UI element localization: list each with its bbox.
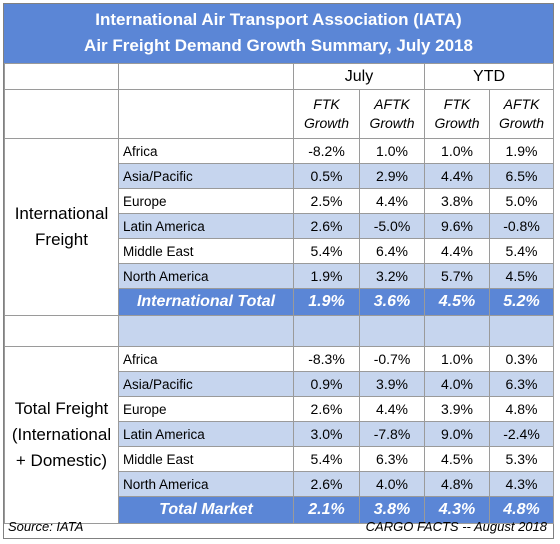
total-row-international: International Total 1.9% 3.6% 4.5% 5.2% xyxy=(5,288,555,316)
col-july-aftk: AFTK Growth xyxy=(358,89,426,139)
spacer-row xyxy=(4,315,555,347)
region-label: North America xyxy=(118,471,294,497)
region-label: Europe xyxy=(118,396,294,422)
table-row: Total Freight (International + Domestic) A… xyxy=(4,346,555,524)
region-label: Africa xyxy=(118,138,294,164)
total-row-market: Total Market 2.1% 3.8% 4.3% 4.8% xyxy=(5,496,555,524)
table-row: Latin America 3.0% -7.8% 9.0% -2.4% xyxy=(5,421,555,447)
col-ytd-aftk: AFTK Growth xyxy=(489,89,555,139)
source-note: Source: IATA xyxy=(8,519,84,534)
region-label: Europe xyxy=(118,188,294,214)
table-row: Middle East 5.4% 6.3% 4.5% 5.3% xyxy=(5,446,555,472)
region-label: Middle East xyxy=(118,238,294,264)
period-header-row: July YTD xyxy=(4,63,555,90)
region-label: Africa xyxy=(118,346,294,372)
region-label: North America xyxy=(118,263,294,289)
table-row: Latin America 2.6% -5.0% 9.6% -0.8% xyxy=(5,213,555,239)
table-row: Europe 2.6% 4.4% 3.9% 4.8% xyxy=(5,396,555,422)
table-footer: Source: IATA CARGO FACTS -- August 2018 xyxy=(4,516,553,538)
table-row: International Freight Africa -8.2% 1.0% 1.0… xyxy=(4,138,555,316)
col-ytd-ftk: FTK Growth xyxy=(424,89,491,139)
region-label: Middle East xyxy=(118,446,294,472)
table-row: Middle East 5.4% 6.4% 4.4% 5.4% xyxy=(5,238,555,264)
region-label: Asia/Pacific xyxy=(118,163,294,189)
table-row: Europe 2.5% 4.4% 3.8% 5.0% xyxy=(5,188,555,214)
region-label: Asia/Pacific xyxy=(118,371,294,397)
total-label: Total Market xyxy=(118,496,294,524)
period-july: July xyxy=(292,63,426,90)
total-label: International Total xyxy=(118,288,294,316)
group-label-international: International Freight xyxy=(4,138,119,316)
title-line-1: International Air Transport Association … xyxy=(95,10,462,29)
credit-note: CARGO FACTS -- August 2018 xyxy=(365,519,547,534)
region-label: Latin America xyxy=(118,213,294,239)
title-line-2: Air Freight Demand Growth Summary, July … xyxy=(84,36,473,55)
column-header-row: FTK Growth AFTK Growth FTK Growth AFTK Growt… xyxy=(4,89,555,139)
region-label: Latin America xyxy=(118,421,294,447)
freight-summary-table: July YTD FTK Growth AFTK Growth FTK Growth … xyxy=(4,63,555,524)
group-label-total-freight: Total Freight (International + Domestic) xyxy=(4,346,119,524)
table-title: International Air Transport Association … xyxy=(4,4,553,63)
col-july-ftk: FTK Growth xyxy=(293,89,360,139)
table-row: North America 1.9% 3.2% 5.7% 4.5% xyxy=(5,263,555,289)
period-ytd: YTD xyxy=(424,63,555,90)
table-row: Asia/Pacific 0.9% 3.9% 4.0% 6.3% xyxy=(5,371,555,397)
